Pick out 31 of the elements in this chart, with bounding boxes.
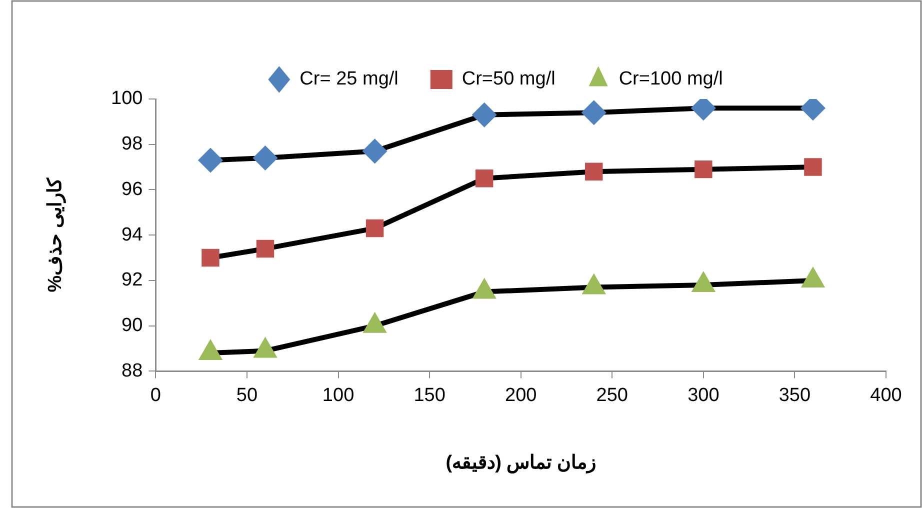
point	[694, 160, 712, 178]
y-tick-label: 96	[122, 178, 143, 200]
y-tick-label: 88	[122, 360, 143, 382]
point	[582, 101, 606, 124]
y-tick-label: 100	[111, 88, 143, 110]
point	[198, 148, 222, 172]
legend-label: Cr=100 mg/l	[618, 68, 723, 90]
x-tick-label: 200	[505, 384, 537, 406]
x-tick-label: 150	[414, 384, 446, 406]
x-tick-label: 300	[688, 384, 720, 406]
x-tick-label: 350	[778, 384, 811, 406]
point	[472, 103, 496, 126]
point	[254, 146, 277, 170]
x-tick-label: 100	[322, 384, 354, 406]
point	[363, 140, 386, 163]
x-tick-label: 400	[870, 384, 902, 406]
point	[804, 158, 822, 176]
y-tick-label: 98	[122, 134, 143, 155]
x-tick-label: 250	[596, 384, 628, 406]
x-tick-label: 0	[150, 384, 161, 406]
point	[475, 170, 494, 188]
x-axis-title: زمان تماس (دقیقه)	[446, 452, 596, 474]
point	[585, 162, 603, 180]
legend-label: Cr= 25 mg/l	[300, 68, 398, 90]
y-tick-label: 92	[122, 270, 143, 291]
legend-label: Cr=50 mg/l	[462, 68, 556, 90]
y-tick-label: 94	[122, 224, 144, 246]
x-tick-label: 50	[236, 384, 258, 406]
y-tick-label: 90	[122, 315, 143, 336]
point	[366, 219, 384, 238]
y-axis-title: کارایی حذف%	[44, 177, 66, 292]
